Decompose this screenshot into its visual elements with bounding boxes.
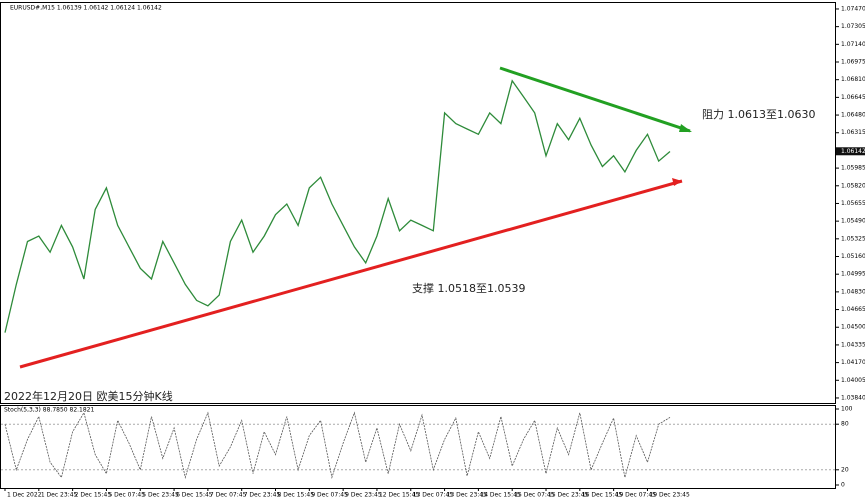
- caption: 2022年12月20日 欧美15分钟K线: [4, 389, 173, 403]
- x-tick-label: 19 Dec 23:45: [649, 492, 690, 499]
- x-tick-label: 7 Dec 23:45: [244, 492, 281, 499]
- y-tick-label: 1.03840: [841, 394, 865, 401]
- price-marker: [836, 147, 865, 156]
- y-tick-label: 1.05325: [841, 235, 865, 242]
- x-tick-label: 15 Dec 23:45: [548, 492, 589, 499]
- y-tick-label: 1.05160: [841, 253, 865, 260]
- y-tick-label: 1.05490: [841, 218, 865, 225]
- x-tick-label: 9 Dec 07:45: [311, 492, 348, 499]
- stoch-line: [4, 411, 671, 479]
- y2-tick-label: 0: [841, 482, 845, 489]
- x-tick-label: 19 Dec 07:45: [616, 492, 657, 499]
- resistance-trendline: [499, 66, 691, 133]
- stoch-panel: [0, 405, 836, 489]
- x-tick-label: 6 Dec 15:45: [176, 492, 213, 499]
- chart-title: EURUSD#,M15 1.06139 1.06142 1.06124 1.06…: [10, 5, 162, 12]
- y-tick-label: 1.04500: [841, 324, 865, 331]
- support-label: 支撑 1.0518至1.0539: [412, 281, 525, 295]
- y-tick-label: 1.06480: [841, 112, 865, 119]
- y-tick-label: 1.06645: [841, 94, 865, 101]
- x-tick-label: 13 Dec 23:45: [447, 492, 488, 499]
- arrow-head: [679, 124, 692, 132]
- x-tick-label: 1 Dec 2022: [7, 492, 42, 499]
- x-tick-label: 2 Dec 15:45: [75, 492, 112, 499]
- y-tick-label: 1.04830: [841, 288, 865, 295]
- x-tick-label: 5 Dec 23:45: [142, 492, 179, 499]
- y-tick-label: 1.06315: [841, 129, 865, 136]
- y-tick-label: 1.04995: [841, 271, 865, 278]
- y-tick-label: 1.05655: [841, 200, 865, 207]
- price-line: [4, 79, 671, 333]
- x-tick-label: 13 Dec 07:45: [413, 492, 454, 499]
- y-tick-label: 1.04335: [841, 341, 865, 348]
- y2-tick-label: 80: [841, 421, 849, 428]
- x-tick-label: 7 Dec 07:45: [210, 492, 247, 499]
- y2-tick-label: 100: [841, 406, 853, 413]
- arrow-head: [672, 178, 682, 186]
- x-tick-label: 5 Dec 07:45: [108, 492, 145, 499]
- x-tick-label: 9 Dec 23:45: [345, 492, 382, 499]
- resistance-label: 阻力 1.0613至1.0630: [702, 108, 815, 121]
- y2-tick-label: 20: [841, 466, 849, 473]
- y-tick-label: 1.04170: [841, 359, 865, 366]
- y-tick-label: 1.05820: [841, 182, 865, 189]
- x-tick-label: 15 Dec 07:45: [514, 492, 555, 499]
- x-tick-label: 8 Dec 15:45: [278, 492, 315, 499]
- y-tick-label: 1.07305: [841, 23, 865, 30]
- x-tick-label: 1 Dec 23:45: [41, 492, 78, 499]
- stoch-title: Stoch(5,3,3) 88.7850 82.1821: [4, 407, 95, 414]
- y-tick-label: 1.05985: [841, 165, 865, 172]
- x-tick-label: 12 Dec 15:45: [379, 492, 420, 499]
- x-tick-label: 16 Dec 15:45: [582, 492, 623, 499]
- y-tick-label: 1.07470: [841, 5, 865, 12]
- support-trendline: [19, 179, 683, 369]
- y-tick-label: 1.06810: [841, 76, 865, 83]
- y-tick-label: 1.04665: [841, 306, 865, 313]
- price-panel: [0, 2, 836, 404]
- price-marker-label: 1.06142: [841, 148, 865, 155]
- y-tick-label: 1.06975: [841, 59, 865, 66]
- y-tick-label: 1.07140: [841, 41, 865, 48]
- x-tick-label: 14 Dec 15:45: [480, 492, 521, 499]
- y-tick-label: 1.04005: [841, 377, 865, 384]
